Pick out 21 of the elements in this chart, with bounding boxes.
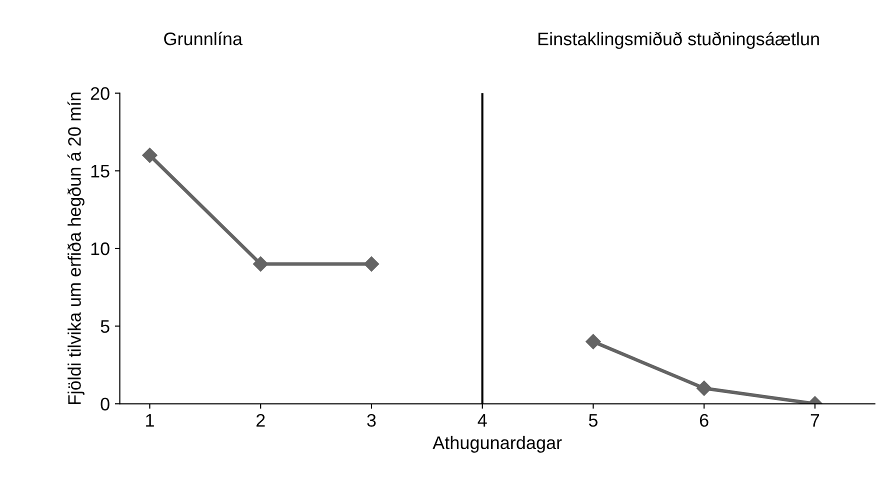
point xyxy=(364,256,380,272)
point xyxy=(253,256,268,272)
point xyxy=(142,148,158,163)
x-tick-label: 1 xyxy=(146,414,154,427)
y-axis-title: Fjöldi tilvika um erfiða hegðun á 20 mín xyxy=(67,92,84,404)
y-tick-label: 20 xyxy=(90,87,110,100)
x-tick-label: 2 xyxy=(256,414,265,427)
x-tick-label: 5 xyxy=(588,414,598,427)
text: Einstaklingsmiðuð stuðningsáætlun xyxy=(538,32,819,49)
text: Grunnlína xyxy=(164,32,243,46)
y-tick-label: 0 xyxy=(100,398,110,410)
y-tick-label: 10 xyxy=(91,242,110,256)
x-tick-label: 6 xyxy=(700,414,708,427)
point xyxy=(586,334,601,350)
x-axis-title: Athugunardagar xyxy=(432,436,562,453)
y-tick-label: 5 xyxy=(100,320,110,333)
point xyxy=(696,380,712,396)
x-tick-label: 3 xyxy=(367,414,376,427)
y-tick-label: 15 xyxy=(91,164,110,178)
x-tick-label: 4 xyxy=(478,414,487,427)
x-tick-label: 7 xyxy=(810,414,820,427)
